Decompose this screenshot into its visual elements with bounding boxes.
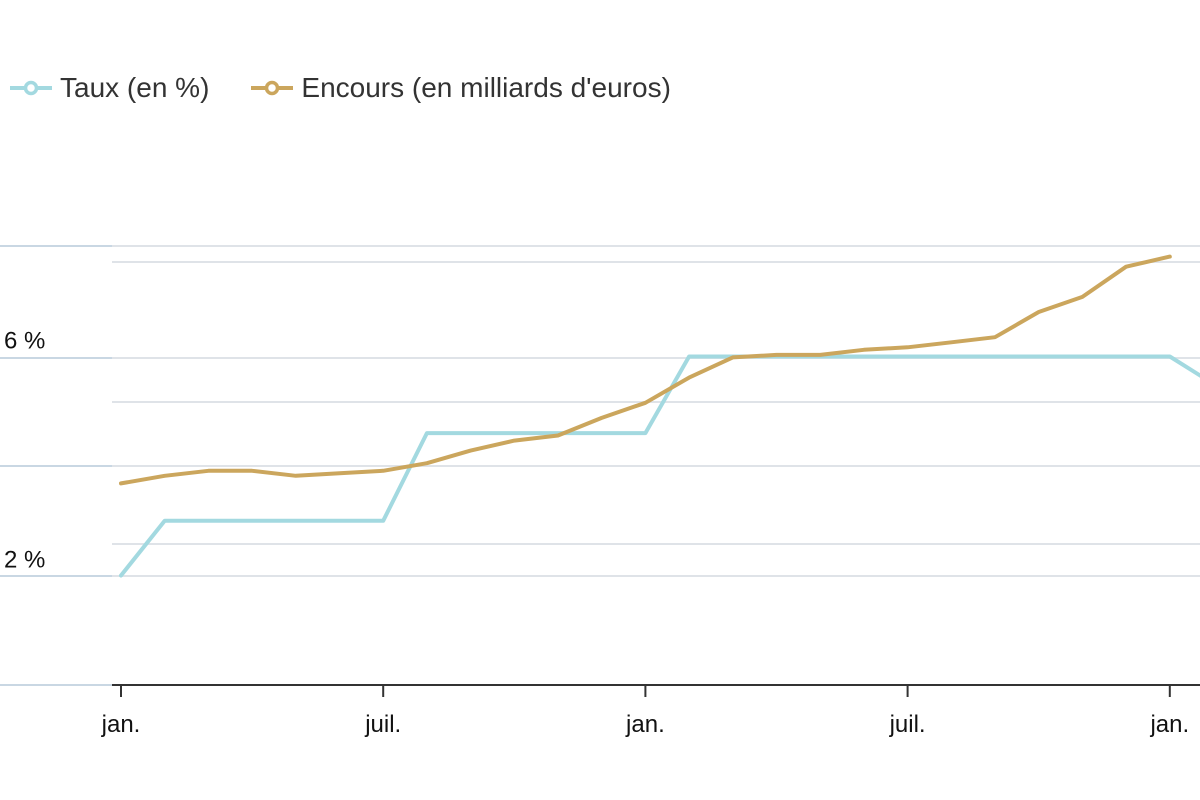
- chart-legend: Taux (en %) Encours (en milliards d'euro…: [10, 72, 713, 104]
- series-line-taux: [119, 354, 1200, 578]
- line-circle-icon: [251, 80, 294, 96]
- line-circle-icon: [10, 80, 52, 96]
- legend-item-taux[interactable]: Taux (en %): [10, 72, 209, 104]
- series-line-encours: [119, 254, 1172, 486]
- x-tick-label: juil.: [364, 711, 401, 738]
- x-tick-label: jan.: [101, 711, 141, 738]
- legend-label-encours: Encours (en milliards d'euros): [301, 72, 671, 103]
- y-tick-label: 2 %: [4, 547, 45, 574]
- legend-label-taux: Taux (en %): [60, 72, 210, 103]
- x-tick-label: jan.: [1149, 711, 1189, 738]
- x-tick-label: jan.: [625, 711, 665, 738]
- x-tick-label: juil.: [889, 711, 926, 738]
- y-tick-label: 6 %: [4, 328, 45, 355]
- legend-item-encours[interactable]: Encours (en milliards d'euros): [251, 72, 671, 104]
